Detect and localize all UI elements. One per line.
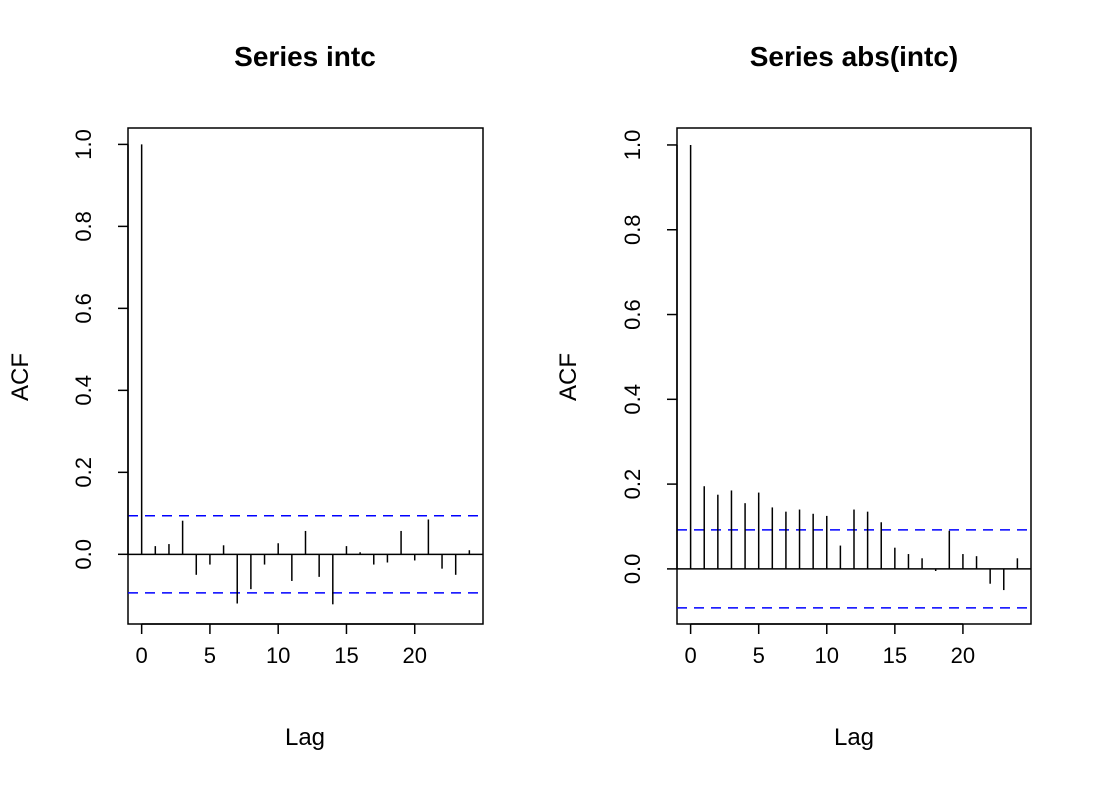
y-tick-label: 0.6: [620, 299, 645, 330]
y-tick-label: 0.2: [71, 457, 96, 488]
y-tick-label: 1.0: [620, 130, 645, 161]
acf-panel-intc: Series intc Lag ACF 0 5 10 15 20 0.0 0.2 0.4 0.6…: [7, 41, 484, 751]
y-tick-label: 0.0: [620, 554, 645, 585]
y-tick-label: 0.4: [71, 375, 96, 406]
x-tick-label: 10: [815, 643, 839, 668]
x-tick-label: 15: [883, 643, 907, 668]
y-tick-label: 0.8: [620, 214, 645, 245]
y-tick-label: 0.6: [71, 293, 96, 324]
x-axis-label: Lag: [285, 724, 325, 751]
y-tick-label: 0.8: [71, 211, 96, 242]
acf-panel-abs-intc: Series abs(intc) Lag ACF 0 5 10 15 200.00.20…: [555, 41, 1032, 751]
y-tick-label: 0.4: [620, 384, 645, 415]
plot-area: 0 5 10 15 20 0.0 0.2 0.4 0.6 0.8 1.0: [71, 127, 484, 668]
x-tick-label: 0: [684, 643, 696, 668]
x-tick-label: 20: [951, 643, 975, 668]
x-tick-label: 5: [204, 643, 216, 668]
y-axis-label: ACF: [7, 353, 34, 401]
x-tick-label: 15: [334, 643, 358, 668]
x-tick-label: 10: [266, 643, 290, 668]
y-tick-label: 0.2: [620, 469, 645, 500]
y-axis-label: ACF: [555, 353, 582, 401]
chart-title: Series abs(intc): [750, 41, 959, 72]
x-axis-label: Lag: [834, 724, 874, 751]
x-tick-label: 5: [753, 643, 765, 668]
y-tick-label: 1.0: [71, 129, 96, 160]
x-tick-label: 20: [402, 643, 426, 668]
y-tick-label: 0.0: [71, 539, 96, 570]
chart-title: Series intc: [234, 41, 376, 72]
x-tick-label: 0: [136, 643, 148, 668]
plot-area: 0 5 10 15 20 0.0 0.2 0.4 0.6 0.8 1.0: [620, 127, 1032, 668]
